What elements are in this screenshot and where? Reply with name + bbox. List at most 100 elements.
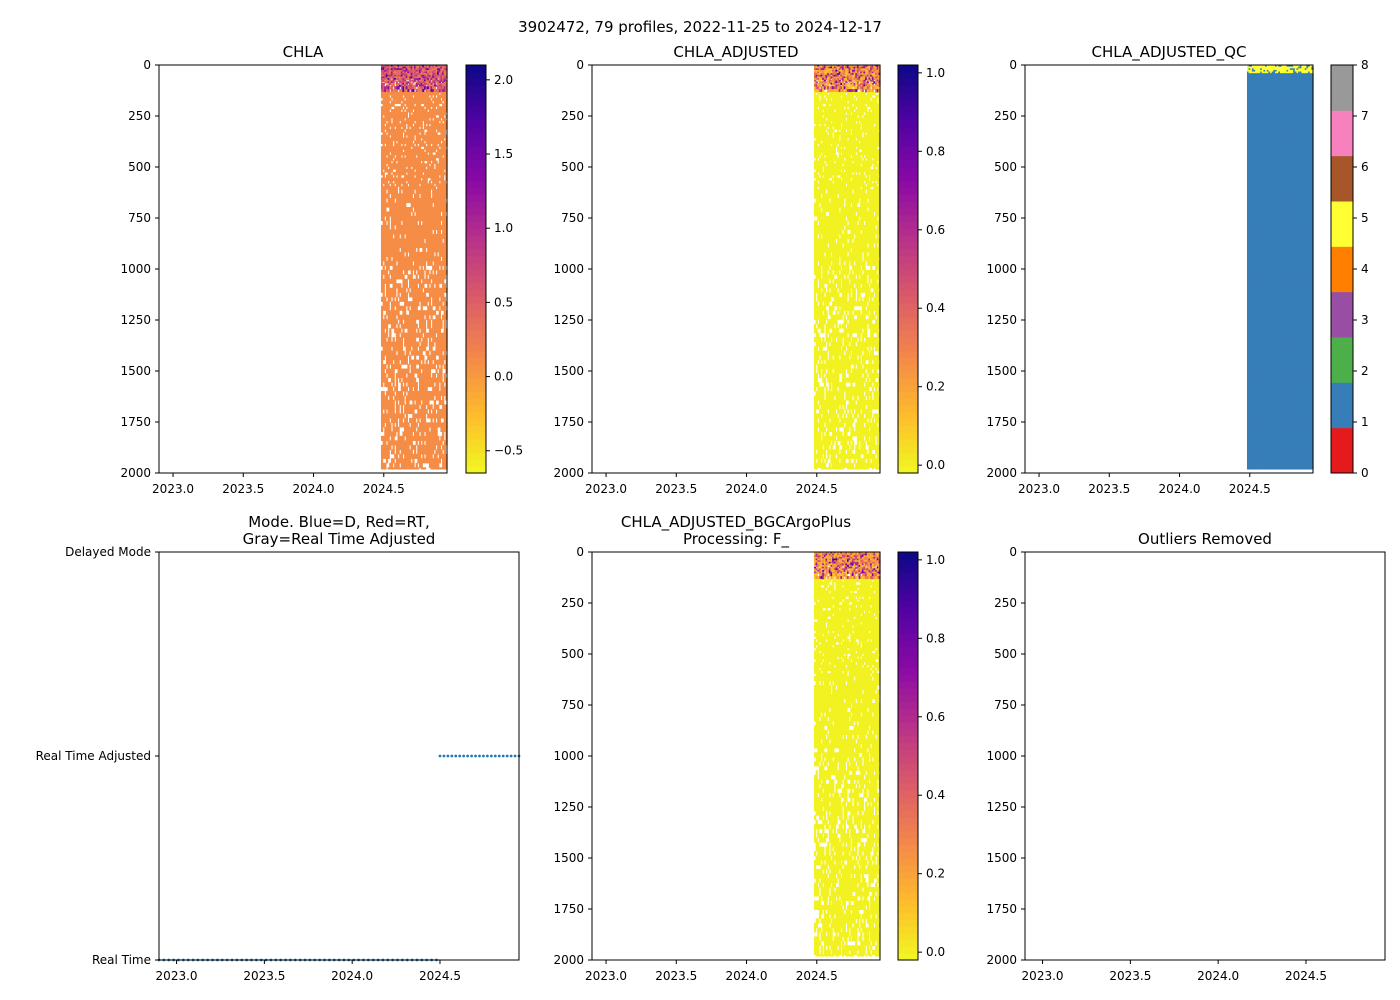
heatmap-cell — [423, 332, 427, 338]
heatmap-cell — [432, 189, 435, 195]
heatmap-cell — [390, 431, 394, 437]
heatmap-cell — [407, 146, 410, 150]
heatmap-cell — [430, 229, 433, 235]
heatmap-cell — [813, 350, 817, 356]
heatmap-cell — [397, 229, 400, 235]
heatmap-cell — [420, 109, 423, 113]
heatmap-cell — [412, 73, 415, 76]
heatmap-cell — [380, 146, 384, 150]
heatmap-cell — [828, 251, 832, 257]
heatmap-cell — [832, 166, 835, 170]
heatmap-cell — [432, 215, 435, 222]
heatmap-cell — [395, 78, 399, 81]
heatmap-cell — [382, 89, 385, 93]
heatmap-cell — [445, 395, 448, 401]
heatmap-cell — [384, 65, 387, 68]
colorbar-segment — [466, 160, 486, 168]
heatmap-cell — [420, 189, 423, 195]
heatmap-cell — [823, 238, 827, 244]
heatmap-cell — [832, 301, 835, 307]
heatmap-cell — [412, 328, 415, 334]
heatmap-cell — [818, 120, 822, 124]
heatmap-cell — [392, 103, 395, 107]
heatmap-cell — [432, 328, 435, 334]
heatmap-cell — [420, 292, 423, 298]
heatmap-cell — [428, 260, 432, 266]
heatmap-cell — [428, 251, 432, 257]
colorbar-segment — [466, 289, 486, 297]
heatmap-cell — [380, 91, 384, 96]
heatmap-cell — [825, 337, 828, 343]
heatmap-cell — [392, 73, 395, 76]
heatmap-cell — [443, 166, 446, 170]
heatmap-cell — [409, 328, 412, 334]
heatmap-cell — [435, 265, 438, 271]
heatmap-cell — [443, 444, 446, 450]
heatmap-cell — [422, 66, 425, 69]
heatmap-cell — [418, 462, 422, 468]
heatmap-cell — [395, 74, 399, 78]
heatmap-cell — [443, 68, 446, 71]
heatmap-cell — [400, 215, 404, 222]
heatmap-cell — [412, 198, 415, 204]
heatmap-cell — [438, 220, 441, 226]
heatmap-cell — [389, 180, 392, 184]
heatmap-cell — [823, 65, 827, 68]
heatmap-cell — [433, 377, 437, 383]
heatmap-cell — [384, 74, 387, 78]
heatmap-cell — [418, 242, 422, 248]
heatmap-cell — [385, 103, 389, 107]
heatmap-cell — [417, 453, 420, 459]
heatmap-cell — [397, 114, 400, 119]
heatmap-cell — [387, 123, 390, 127]
heatmap-cell — [405, 211, 408, 217]
heatmap-cell — [407, 157, 410, 162]
heatmap-cell — [384, 399, 387, 406]
heatmap-cell — [400, 350, 404, 356]
heatmap-cell — [815, 278, 818, 284]
heatmap-cell — [813, 163, 817, 167]
heatmap-cell — [415, 134, 418, 139]
heatmap-cell — [390, 103, 394, 107]
heatmap-cell — [395, 359, 399, 365]
heatmap-cell — [435, 91, 438, 96]
heatmap-cell — [395, 84, 399, 87]
heatmap-cell — [397, 426, 400, 432]
heatmap-cell — [397, 355, 400, 361]
heatmap-cell — [409, 337, 412, 343]
heatmap-cell — [432, 373, 435, 379]
heatmap-cell — [827, 177, 830, 182]
heatmap-cell — [442, 146, 445, 150]
heatmap-cell — [430, 76, 433, 79]
heatmap-cell — [402, 140, 405, 144]
heatmap-cell — [437, 120, 440, 124]
heatmap-cell — [827, 296, 830, 302]
heatmap-cell — [400, 89, 404, 93]
heatmap-cell — [418, 86, 422, 90]
heatmap-cell — [423, 81, 427, 84]
heatmap-cell — [427, 444, 430, 450]
heatmap-cell — [820, 319, 823, 325]
heatmap-cell — [405, 319, 408, 325]
heatmap-cell — [433, 174, 437, 179]
heatmap-cell — [433, 328, 437, 334]
heatmap-cell — [832, 211, 835, 217]
heatmap-cell — [385, 109, 389, 113]
heatmap-cell — [427, 305, 430, 311]
heatmap-cell — [422, 202, 425, 208]
heatmap-cell — [404, 462, 407, 468]
heatmap-cell — [400, 211, 404, 217]
heatmap-cell — [392, 417, 395, 424]
heatmap-cell — [385, 117, 389, 122]
heatmap-cell — [387, 229, 390, 235]
heatmap-cell — [825, 256, 828, 262]
heatmap-cell — [815, 287, 818, 293]
heatmap-cell — [425, 386, 428, 392]
heatmap-cell — [402, 265, 405, 271]
heatmap-cell — [823, 151, 827, 156]
heatmap-cell — [418, 73, 422, 76]
heatmap-cell — [418, 137, 422, 142]
heatmap-cell — [432, 69, 435, 73]
heatmap-cell — [440, 120, 443, 124]
heatmap-cell — [384, 337, 387, 343]
